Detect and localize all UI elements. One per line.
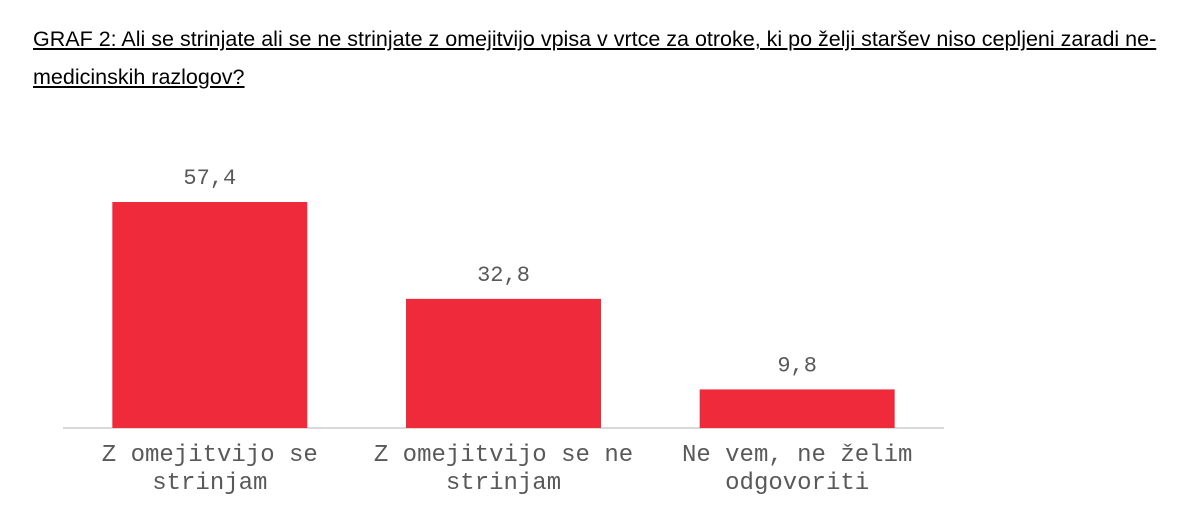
value-label: 9,8 — [777, 353, 817, 378]
bar — [699, 389, 895, 428]
value-label: 32,8 — [477, 263, 530, 288]
x-tick-label: Ne vem, ne želim odgovoriti — [681, 442, 913, 497]
value-label: 57,4 — [183, 166, 236, 191]
chart-title: GRAF 2: Ali se strinjate ali se ne strin… — [33, 27, 1157, 89]
bar — [406, 298, 601, 428]
x-tick-label: Z omejitvijo se strinjam — [101, 442, 318, 497]
bar — [112, 202, 308, 428]
x-tick-label: Z omejitvijo se ne strinjam — [373, 442, 634, 497]
